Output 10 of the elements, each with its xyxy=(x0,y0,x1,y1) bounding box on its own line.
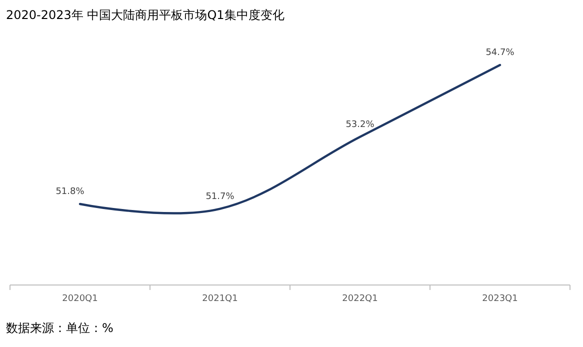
chart-title: 2020-2023年 中国大陆商用平板市场Q1集中度变化 xyxy=(6,8,284,22)
x-tick-label: 2023Q1 xyxy=(482,294,518,304)
x-tick-label: 2022Q1 xyxy=(342,294,378,304)
data-label: 53.2% xyxy=(346,120,375,130)
x-tick-label: 2021Q1 xyxy=(202,294,238,304)
data-label: 54.7% xyxy=(486,48,515,58)
x-tick-label: 2020Q1 xyxy=(62,294,98,304)
data-label: 51.8% xyxy=(56,187,85,197)
data-label: 51.7% xyxy=(206,192,235,202)
source-note: 数据来源：单位：% xyxy=(6,321,114,335)
